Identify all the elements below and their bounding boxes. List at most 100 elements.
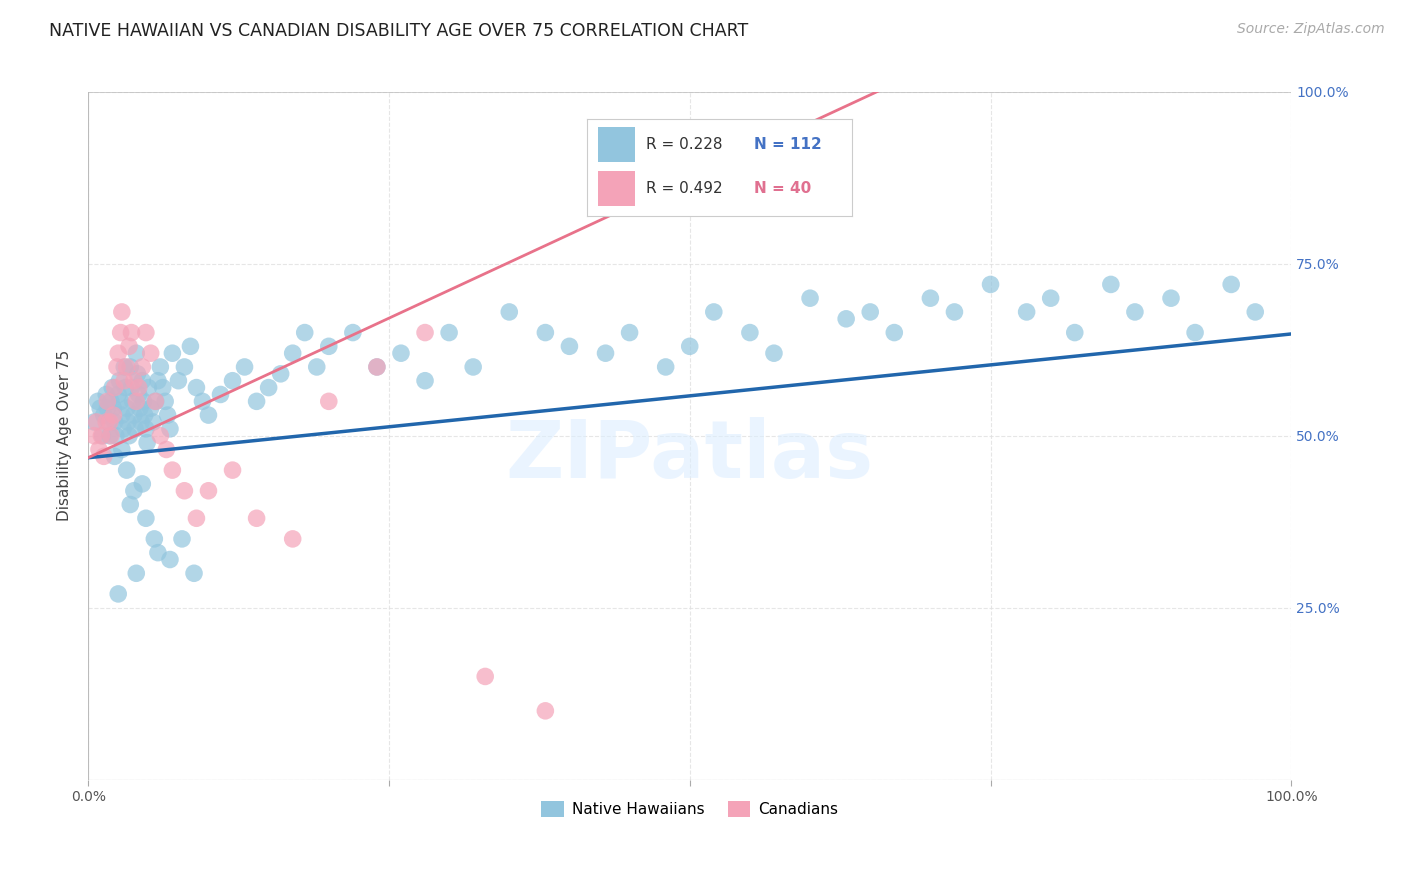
Native Hawaiians [111, 442, 134, 457]
Canadians [96, 415, 118, 429]
Native Hawaiians [762, 346, 785, 360]
Native Hawaiians [131, 476, 153, 491]
Native Hawaiians [142, 415, 165, 429]
Native Hawaiians [257, 381, 280, 395]
Native Hawaiians [389, 346, 412, 360]
Native Hawaiians [104, 428, 127, 442]
Native Hawaiians [920, 291, 942, 305]
Native Hawaiians [125, 346, 148, 360]
Native Hawaiians [118, 428, 141, 442]
Native Hawaiians [132, 394, 155, 409]
Native Hawaiians [498, 305, 520, 319]
Canadians [125, 394, 148, 409]
Native Hawaiians [110, 394, 132, 409]
Native Hawaiians [558, 339, 581, 353]
Native Hawaiians [149, 359, 172, 374]
Native Hawaiians [463, 359, 485, 374]
Native Hawaiians [146, 546, 169, 560]
Native Hawaiians [859, 305, 882, 319]
Native Hawaiians [943, 305, 966, 319]
Native Hawaiians [128, 401, 150, 416]
Native Hawaiians [1123, 305, 1146, 319]
Native Hawaiians [127, 367, 149, 381]
Native Hawaiians [305, 359, 328, 374]
Native Hawaiians [122, 483, 145, 498]
Native Hawaiians [191, 394, 214, 409]
Y-axis label: Disability Age Over 75: Disability Age Over 75 [58, 350, 72, 521]
Canadians [173, 483, 195, 498]
Native Hawaiians [145, 394, 167, 409]
Native Hawaiians [1220, 277, 1243, 292]
Canadians [112, 374, 135, 388]
Native Hawaiians [146, 374, 169, 388]
Native Hawaiians [167, 374, 190, 388]
Native Hawaiians [89, 401, 111, 416]
Native Hawaiians [209, 387, 232, 401]
Native Hawaiians [318, 339, 340, 353]
Canadians [221, 463, 243, 477]
Native Hawaiians [121, 381, 143, 395]
Native Hawaiians [294, 326, 316, 340]
Native Hawaiians [654, 359, 676, 374]
Canadians [107, 346, 129, 360]
Native Hawaiians [83, 415, 105, 429]
Canadians [186, 511, 208, 525]
Native Hawaiians [980, 277, 1002, 292]
Native Hawaiians [101, 381, 124, 395]
Native Hawaiians [246, 394, 269, 409]
Native Hawaiians [159, 422, 181, 436]
Native Hawaiians [117, 415, 139, 429]
Native Hawaiians [108, 374, 131, 388]
Native Hawaiians [270, 367, 292, 381]
Native Hawaiians [342, 326, 364, 340]
Native Hawaiians [104, 415, 127, 429]
Native Hawaiians [153, 394, 176, 409]
Native Hawaiians [136, 435, 159, 450]
Canadians [162, 463, 184, 477]
Canadians [87, 442, 110, 457]
Native Hawaiians [107, 587, 129, 601]
Native Hawaiians [129, 415, 152, 429]
Native Hawaiians [835, 311, 858, 326]
Native Hawaiians [183, 566, 205, 581]
Native Hawaiians [121, 394, 143, 409]
Canadians [96, 394, 118, 409]
Text: Source: ZipAtlas.com: Source: ZipAtlas.com [1237, 22, 1385, 37]
Native Hawaiians [1244, 305, 1267, 319]
Native Hawaiians [124, 422, 146, 436]
Canadians [110, 326, 132, 340]
Native Hawaiians [1039, 291, 1062, 305]
Native Hawaiians [136, 381, 159, 395]
Text: NATIVE HAWAIIAN VS CANADIAN DISABILITY AGE OVER 75 CORRELATION CHART: NATIVE HAWAIIAN VS CANADIAN DISABILITY A… [49, 22, 748, 40]
Canadians [197, 483, 219, 498]
Native Hawaiians [87, 394, 110, 409]
Native Hawaiians [173, 359, 195, 374]
Native Hawaiians [131, 374, 153, 388]
Native Hawaiians [186, 381, 208, 395]
Native Hawaiians [96, 401, 118, 416]
Native Hawaiians [114, 381, 136, 395]
Native Hawaiians [120, 359, 142, 374]
Canadians [103, 408, 125, 422]
Native Hawaiians [111, 408, 134, 422]
Canadians [318, 394, 340, 409]
Canadians [366, 359, 388, 374]
Native Hawaiians [197, 408, 219, 422]
Canadians [115, 359, 138, 374]
Native Hawaiians [152, 381, 174, 395]
Native Hawaiians [233, 359, 256, 374]
Canadians [86, 415, 108, 429]
Canadians [105, 359, 128, 374]
Native Hawaiians [135, 422, 157, 436]
Native Hawaiians [1160, 291, 1182, 305]
Canadians [93, 450, 115, 464]
Native Hawaiians [107, 387, 129, 401]
Canadians [155, 442, 177, 457]
Native Hawaiians [281, 346, 304, 360]
Native Hawaiians [534, 326, 557, 340]
Canadians [474, 669, 496, 683]
Native Hawaiians [437, 326, 460, 340]
Native Hawaiians [115, 463, 138, 477]
Native Hawaiians [112, 422, 135, 436]
Native Hawaiians [139, 401, 162, 416]
